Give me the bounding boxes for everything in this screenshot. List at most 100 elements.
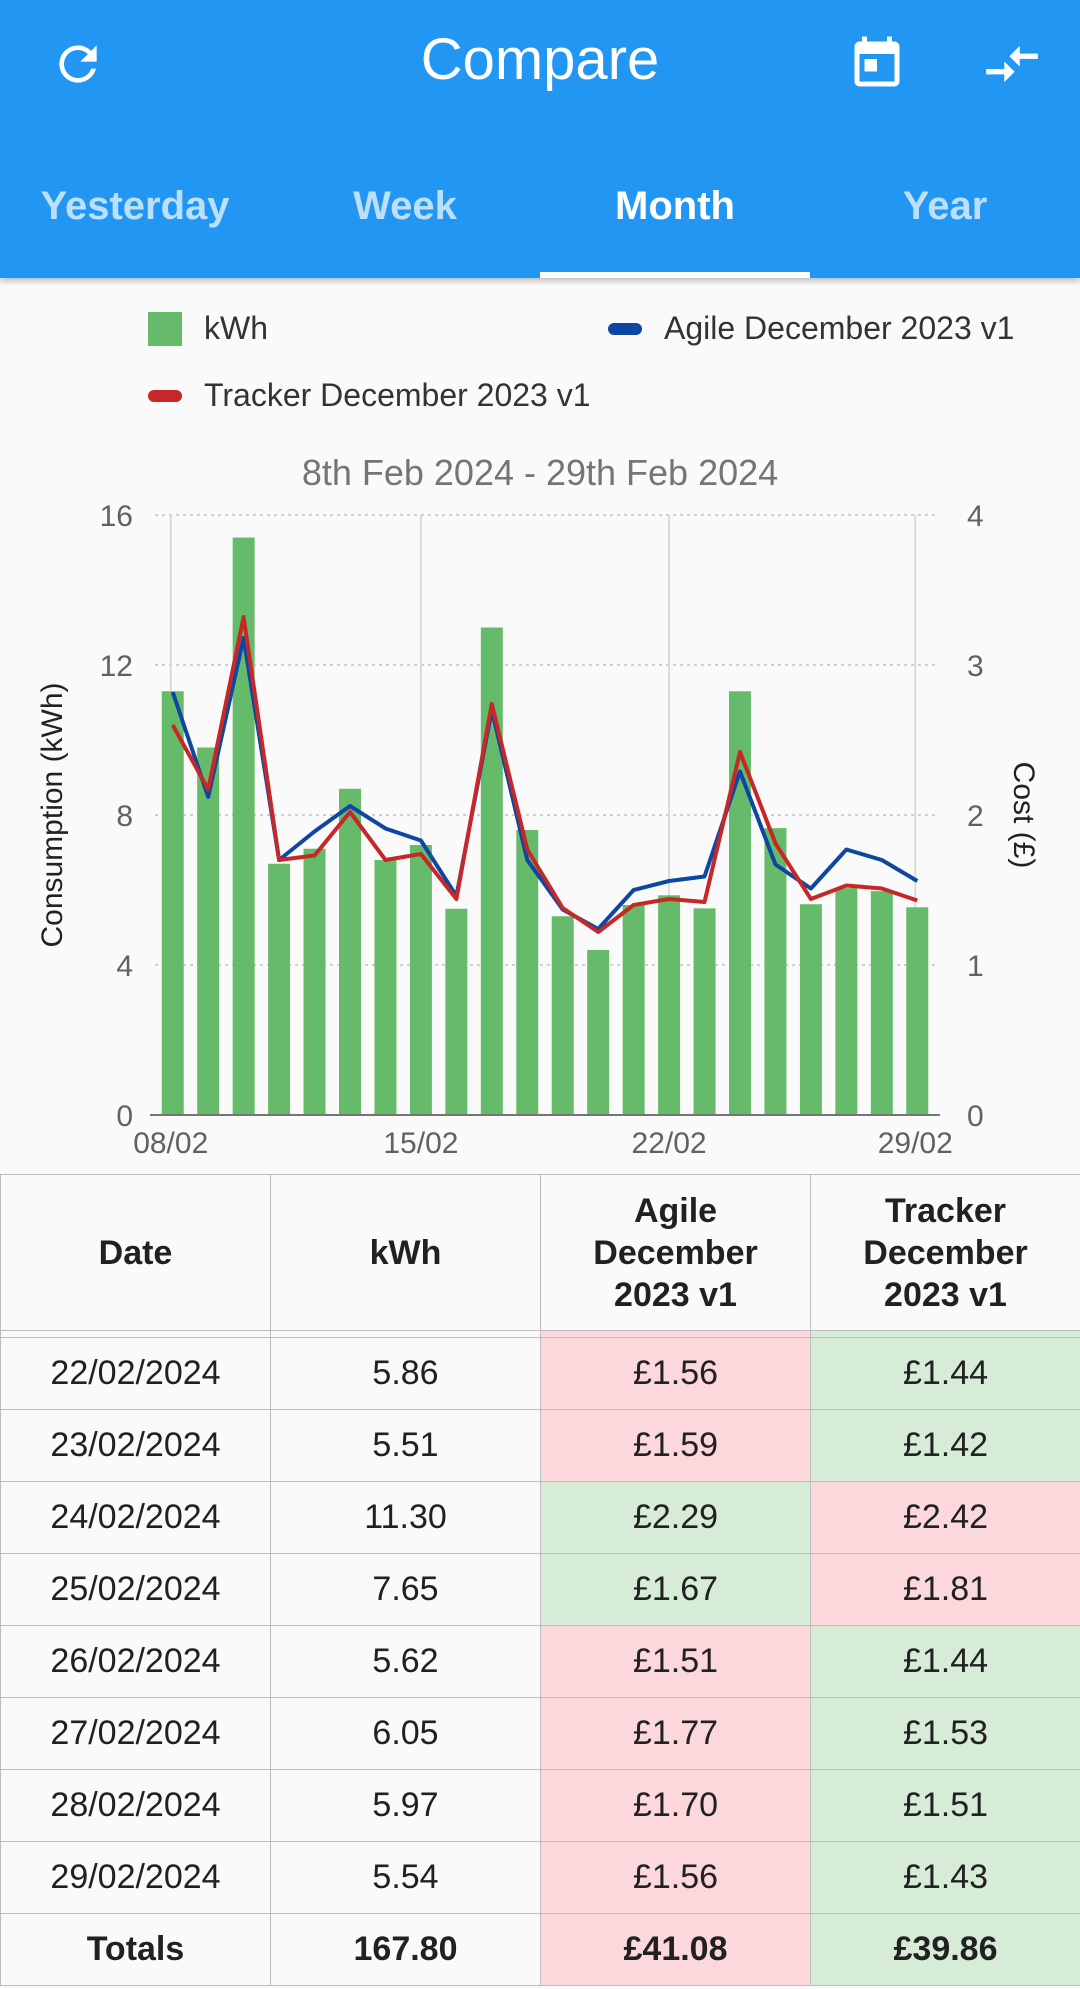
tracker-cost-cell: £1.42 [810,1409,1080,1482]
tab-week[interactable]: Week [270,160,540,278]
tracker-cost-cell: £1.43 [810,1841,1080,1914]
x-tick-label: 22/02 [632,1127,707,1160]
kwh-cell: 167.80 [270,1913,541,1986]
x-tick-label: 08/02 [133,1127,208,1160]
kwh-bar [693,908,716,1115]
table-row: 24/02/2024 11.30 £2.29 £2.42 [0,1481,1080,1554]
date-cell: 28/02/2024 [0,1769,271,1842]
x-tick-label: 29/02 [878,1127,953,1160]
header-label: Agile December 2023 v1 [593,1191,758,1314]
date-cell: 27/02/2024 [0,1697,271,1770]
agile-cost-cell: £2.29 [540,1481,811,1554]
y2-tick-label: 1 [967,950,984,983]
page-title: Compare [420,27,660,92]
y-tick-label: 0 [116,1100,133,1133]
y2-axis-title: Cost (£) [1007,762,1040,869]
period-tabs: Yesterday Week Month Year [0,160,1080,278]
kwh-bar [516,830,539,1115]
gap-cell [270,1330,541,1338]
agile-cost-cell: £1.77 [540,1697,811,1770]
tab-yesterday[interactable]: Yesterday [0,160,270,278]
totals-row: Totals 167.80 £41.08 £39.86 [0,1913,1080,1986]
agile-cost-cell: £41.08 [540,1913,811,1986]
x-tick-label: 15/02 [383,1127,458,1160]
table-row: 26/02/2024 5.62 £1.51 £1.44 [0,1625,1080,1698]
active-tab-indicator [540,272,810,278]
table-row: 27/02/2024 6.05 £1.77 £1.53 [0,1697,1080,1770]
kwh-bar [197,747,220,1115]
agile-cost-cell: £1.51 [540,1625,811,1698]
tracker-swatch [148,389,182,402]
kwh-cell: 7.65 [270,1553,541,1626]
tab-label: Week [353,184,457,228]
kwh-bar [658,895,681,1115]
kwh-bar [587,950,610,1115]
comparison-table: Date kWh Agile December 2023 v1 Tracker … [0,1174,1080,1986]
kwh-bar [268,863,291,1115]
kwh-bar [409,845,432,1115]
legend-item-agile[interactable]: Agile December 2023 v1 [608,310,1014,347]
header-label: Tracker December 2023 v1 [863,1191,1028,1314]
table-row: 28/02/2024 5.97 £1.70 £1.51 [0,1769,1080,1842]
agile-cost-cell: £1.59 [540,1409,811,1482]
tab-year[interactable]: Year [810,160,1080,278]
date-cell: 29/02/2024 [0,1841,271,1914]
kwh-cell: 5.97 [270,1769,541,1842]
tracker-cost-cell: £1.53 [810,1697,1080,1770]
tracker-cost-cell: £1.81 [810,1553,1080,1626]
legend-item-kwh[interactable]: kWh [148,310,268,347]
y2-tick-label: 0 [967,1100,984,1133]
table-row: 22/02/2024 5.86 £1.56 £1.44 [0,1337,1080,1410]
column-header-date: Date [0,1174,271,1331]
kwh-bar [445,908,468,1115]
tab-label: Year [902,184,988,228]
tracker-cost-cell: £1.51 [810,1769,1080,1842]
kwh-cell: 5.51 [270,1409,541,1482]
y-tick-label: 12 [100,650,133,683]
tab-month[interactable]: Month [540,160,810,278]
tracker-cost-cell: £1.44 [810,1625,1080,1698]
kwh-bar [480,627,503,1115]
kwh-bar [339,788,361,1115]
column-header-tracker: Tracker December 2023 v1 [810,1174,1080,1331]
y-tick-label: 4 [116,950,133,983]
date-cell: 22/02/2024 [0,1337,271,1410]
kwh-bar [622,905,645,1115]
kwh-cell: 6.05 [270,1697,541,1770]
gap-cell [540,1330,811,1338]
gap-cell [0,1330,271,1338]
y2-tick-label: 3 [967,650,984,683]
legend-item-tracker[interactable]: Tracker December 2023 v1 [148,377,591,414]
date-cell: Totals [0,1913,271,1986]
kwh-cell: 5.86 [270,1337,541,1410]
cost-lines [170,615,919,934]
agile-swatch [608,322,642,335]
legend-label: Agile December 2023 v1 [664,310,1015,346]
legend-label: kWh [204,310,268,346]
agile-cost-cell: £1.56 [540,1841,811,1914]
y-tick-label: 8 [116,800,133,833]
kwh-bar [729,691,751,1115]
date-cell: 25/02/2024 [0,1553,271,1626]
tracker-cost-cell: £2.42 [810,1481,1080,1554]
y2-tick-label: 2 [967,800,984,833]
tab-label: Month [615,184,735,228]
gap-cell [810,1330,1080,1338]
scroll-gap-row [0,1330,1080,1338]
app-bar: Compare Yesterday Week Month Year [0,0,1080,278]
calendar-icon[interactable] [841,28,913,100]
y-axis-title: Consumption (kWh) [36,682,69,947]
kwh-bar [799,904,822,1115]
compare-arrows-icon[interactable] [976,28,1048,100]
agile-cost-line [170,636,919,931]
chart-title: 8th Feb 2024 - 29th Feb 2024 [301,452,779,493]
column-header-agile: Agile December 2023 v1 [540,1174,811,1331]
kwh-bar [551,916,574,1115]
date-cell: 26/02/2024 [0,1625,271,1698]
tracker-cost-cell: £39.86 [810,1913,1080,1986]
y-tick-label: 16 [100,500,133,533]
kwh-swatch [148,311,182,346]
kwh-bar [835,888,858,1115]
